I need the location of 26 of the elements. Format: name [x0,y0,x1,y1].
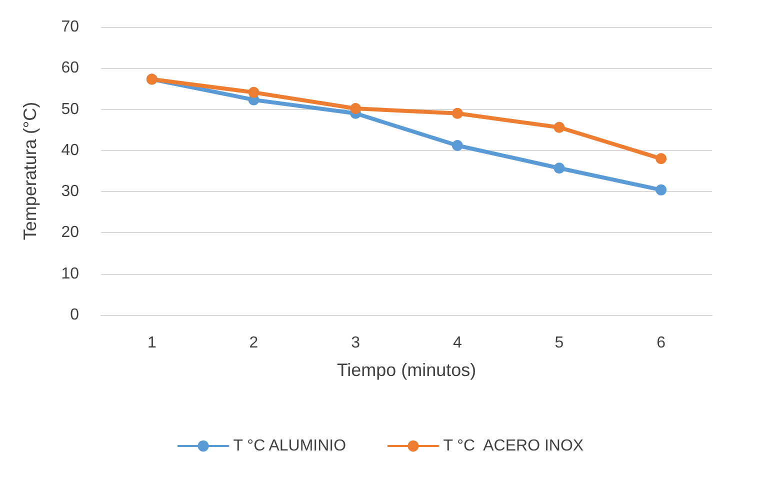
point [554,162,565,174]
y-tick-label: 0 [70,306,80,324]
y-tick-label: 40 [61,142,80,159]
legend-label: T °C ALUMINIO [233,438,346,454]
x-tick-label: 3 [351,334,360,352]
point [554,122,565,133]
y-tick-label: 10 [61,265,80,282]
point [452,108,463,119]
point [656,184,667,196]
x-tick-label: 4 [452,334,462,352]
x-tick-label: 6 [656,334,666,352]
y-axis-title: Temperatura (°C) [20,102,40,240]
y-tick-label: 60 [61,60,80,77]
point [248,86,260,98]
y-tick-label: 30 [61,183,80,200]
y-tick-label: 70 [61,18,80,36]
x-axis-title: Tiempo (minutos) [336,360,476,380]
x-tick-label: 1 [147,334,156,352]
y-tick-label: 20 [61,224,80,242]
point [350,102,362,114]
legend-label: T °C ACERO INOX [443,438,584,454]
y-tick-label: 50 [61,100,80,118]
x-tick-label: 2 [249,334,258,352]
point [452,140,463,151]
x-tick-label: 5 [554,334,564,352]
point [656,153,667,164]
